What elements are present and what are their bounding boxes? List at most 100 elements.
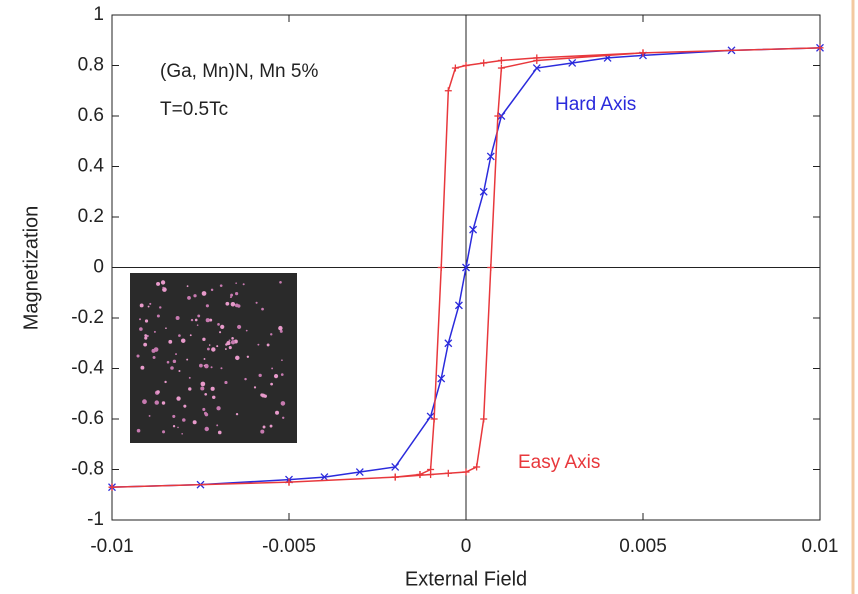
series-marker: [444, 339, 453, 348]
inset-dot: [176, 396, 181, 401]
inset-dot: [136, 428, 141, 433]
inset-dot: [281, 359, 283, 362]
marker-stroke: [479, 187, 488, 196]
inset-dot: [197, 314, 201, 318]
marker-stroke: [469, 225, 478, 234]
marker-stroke: [320, 473, 329, 482]
inset-dot: [175, 315, 180, 320]
inset-dot: [234, 303, 239, 308]
inset-dot: [279, 329, 283, 333]
annotation: T=0.5Tc: [160, 99, 228, 120]
series-label: Hard Axis: [555, 94, 636, 115]
inset-dot: [164, 380, 167, 384]
inset-dot: [206, 347, 210, 351]
inset-dot: [237, 324, 242, 330]
inset-dot: [209, 318, 213, 322]
inset-dot: [178, 369, 181, 372]
inset-dot: [202, 407, 206, 411]
series-marker: [532, 64, 541, 72]
inset-dot: [196, 324, 199, 326]
series-marker: [444, 469, 452, 477]
annotation: (Ga, Mn)N, Mn 5%: [160, 61, 318, 82]
series-marker: [479, 187, 488, 196]
marker-stroke: [486, 152, 495, 161]
series-marker: [355, 468, 364, 476]
inset-dot: [224, 348, 227, 350]
series-marker: [320, 473, 329, 482]
inset-dot: [204, 363, 209, 369]
inset-dot: [146, 334, 149, 338]
inset-dot: [229, 296, 232, 299]
inset-dot: [199, 363, 203, 368]
series-marker: [391, 463, 400, 471]
inset-dot: [278, 325, 283, 331]
inset-dot: [192, 420, 197, 425]
inset-dot: [186, 358, 189, 361]
series-marker: [494, 112, 502, 120]
marker-stroke: [532, 64, 541, 72]
inset-dot: [273, 374, 279, 379]
marker-stroke: [568, 59, 577, 67]
inset-dot: [244, 377, 247, 381]
inset-dot: [144, 334, 148, 337]
inset-dot: [216, 345, 219, 348]
inset-dot: [156, 281, 161, 286]
inset-dot: [139, 327, 143, 331]
inset-dot: [270, 382, 273, 386]
inset-dot: [170, 366, 174, 370]
x-tick-label: -0.01: [90, 536, 133, 557]
inset-dot: [156, 390, 160, 394]
inset-dot: [204, 392, 208, 396]
inset-dot: [202, 337, 206, 341]
inset-dot: [154, 400, 159, 405]
inset-dot: [210, 288, 214, 292]
inset-dot: [190, 318, 194, 322]
inset-dot: [159, 306, 162, 309]
y-tick-label: 0: [93, 257, 104, 278]
inset-dot: [156, 314, 160, 318]
inset-dot: [220, 367, 223, 370]
inset-dot: [231, 337, 234, 340]
inset-dot: [275, 410, 280, 415]
inset-dot: [142, 399, 147, 405]
inset-dot: [235, 282, 237, 285]
inset-dot: [266, 343, 270, 347]
marker-stroke: [444, 339, 453, 348]
series-marker: [462, 62, 470, 69]
series-marker: [497, 64, 505, 72]
series-marker: [473, 463, 481, 471]
inset-dot: [280, 373, 284, 376]
series-marker: [416, 471, 424, 479]
x-tick-label: -0.005: [262, 536, 316, 557]
inset-dot: [151, 348, 156, 353]
series-marker: [437, 264, 445, 271]
inset-dot: [200, 381, 206, 387]
inset-dot: [257, 343, 260, 346]
inset-image: [130, 273, 297, 443]
inset-dot: [228, 339, 231, 342]
series-marker: [285, 478, 293, 486]
inset-dot: [262, 425, 266, 429]
y-tick-label: -0.2: [71, 307, 104, 328]
inset-dot: [205, 304, 209, 308]
series-marker: [469, 225, 478, 234]
series-marker: [533, 54, 541, 62]
inset-dot: [216, 406, 221, 411]
inset-dot: [245, 329, 248, 332]
series-marker: [497, 56, 505, 64]
inset-dot: [204, 426, 209, 432]
y-tick-label: 0.4: [78, 156, 105, 177]
series-marker: [480, 415, 488, 423]
series-marker: [639, 49, 647, 57]
inset-dot: [160, 280, 166, 285]
inset-dot: [226, 341, 231, 346]
inset-dot: [224, 380, 228, 385]
inset-dot: [255, 301, 258, 304]
inset-dot: [261, 393, 266, 398]
inset-dot: [271, 367, 274, 370]
inset-dot: [140, 365, 145, 370]
inset-dot: [187, 296, 191, 300]
series-label: Easy Axis: [518, 452, 600, 473]
series-marker: [430, 415, 438, 423]
marker-stroke: [391, 463, 400, 471]
